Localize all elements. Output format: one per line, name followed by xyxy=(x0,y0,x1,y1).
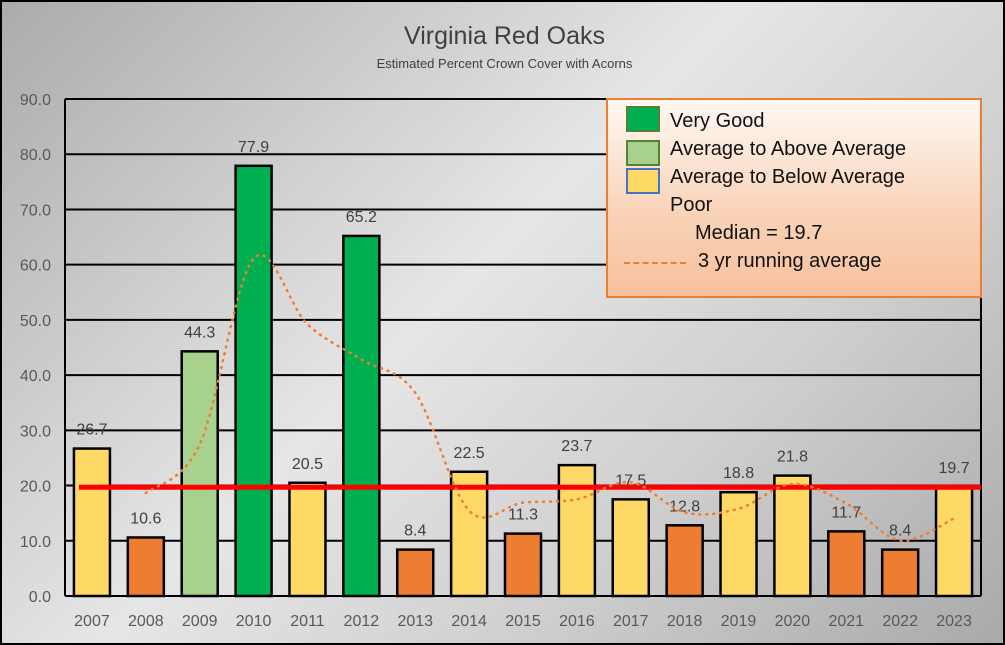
legend-line-running-average xyxy=(624,262,686,264)
x-tick-label: 2014 xyxy=(451,613,487,630)
x-tick-label: 2020 xyxy=(775,613,811,630)
bar-2015 xyxy=(503,532,543,598)
y-tick-label: 0.0 xyxy=(29,589,51,606)
bar-2009 xyxy=(180,350,219,598)
data-label-2013: 8.4 xyxy=(404,523,426,540)
y-tick-label: 40.0 xyxy=(20,368,51,385)
data-label-2007: 26.7 xyxy=(76,422,107,439)
y-tick-label: 80.0 xyxy=(20,147,51,164)
legend-swatch-below-average xyxy=(626,168,660,194)
y-tick-label: 60.0 xyxy=(20,258,51,275)
legend-running-average: 3 yr running average xyxy=(698,250,882,272)
y-tick-label: 10.0 xyxy=(20,534,51,551)
legend-below-average: Average to Below Average xyxy=(670,166,905,188)
x-tick-label: 2008 xyxy=(128,613,164,630)
y-tick-label: 20.0 xyxy=(20,479,51,496)
data-label-2023: 19.7 xyxy=(938,460,969,477)
legend-poor: Poor xyxy=(670,194,713,216)
x-tick-label: 2013 xyxy=(397,613,433,630)
data-label-2012: 65.2 xyxy=(346,209,377,226)
legend-above-average: Average to Above Average xyxy=(670,138,907,160)
x-tick-label: 2021 xyxy=(828,613,864,630)
bar-2021 xyxy=(827,530,866,598)
x-tick-label: 2012 xyxy=(344,613,380,630)
x-tick-label: 2016 xyxy=(559,613,595,630)
legend-median: Median = 19.7 xyxy=(695,222,823,244)
bar-2023 xyxy=(934,485,974,598)
bar-2011 xyxy=(288,481,327,598)
bar-2019 xyxy=(719,490,758,598)
y-tick-label: 90.0 xyxy=(20,92,51,109)
data-label-2018: 12.8 xyxy=(669,498,700,515)
legend-swatch-very-good xyxy=(626,106,660,132)
chart-subtitle: Estimated Percent Crown Cover with Acorn… xyxy=(376,56,633,71)
x-tick-label: 2015 xyxy=(505,613,541,630)
x-tick-label: 2019 xyxy=(721,613,757,630)
data-label-2015: 11.3 xyxy=(508,507,538,524)
bar-2017 xyxy=(611,498,651,598)
data-label-2019: 18.8 xyxy=(723,465,754,482)
data-label-2022: 8.4 xyxy=(889,523,911,540)
bar-2022 xyxy=(880,548,920,598)
data-label-2009: 44.3 xyxy=(184,324,215,341)
bar-2014 xyxy=(449,470,489,598)
legend-swatch-above-average xyxy=(626,140,660,166)
bar-2012 xyxy=(342,234,381,598)
x-tick-label: 2007 xyxy=(74,613,110,630)
x-tick-label: 2022 xyxy=(882,613,918,630)
bar-2020 xyxy=(773,474,812,598)
bar-2010 xyxy=(234,164,273,598)
x-tick-label: 2011 xyxy=(290,613,325,630)
x-tick-label: 2018 xyxy=(667,613,703,630)
legend-very-good: Very Good xyxy=(670,110,765,132)
bar-2007 xyxy=(72,447,112,598)
y-tick-label: 70.0 xyxy=(20,202,51,219)
data-label-2011: 20.5 xyxy=(292,456,323,473)
data-label-2020: 21.8 xyxy=(777,449,808,466)
data-label-2021: 11.7 xyxy=(831,504,861,521)
x-tick-label: 2017 xyxy=(613,613,649,630)
bar-2008 xyxy=(126,536,166,598)
y-tick-label: 50.0 xyxy=(20,313,51,330)
data-label-2014: 22.5 xyxy=(454,445,485,462)
legend: Very Good Average to Above Average Avera… xyxy=(606,98,982,298)
x-tick-label: 2023 xyxy=(936,613,972,630)
data-label-2010: 77.9 xyxy=(238,139,269,156)
bar-2018 xyxy=(665,524,704,598)
x-tick-label: 2009 xyxy=(182,613,218,630)
data-label-2008: 10.6 xyxy=(130,510,161,527)
y-tick-label: 30.0 xyxy=(20,423,51,440)
bar-2013 xyxy=(395,548,435,598)
chart-title: Virginia Red Oaks xyxy=(403,22,606,50)
data-label-2016: 23.7 xyxy=(561,438,592,455)
x-tick-label: 2010 xyxy=(236,613,272,630)
